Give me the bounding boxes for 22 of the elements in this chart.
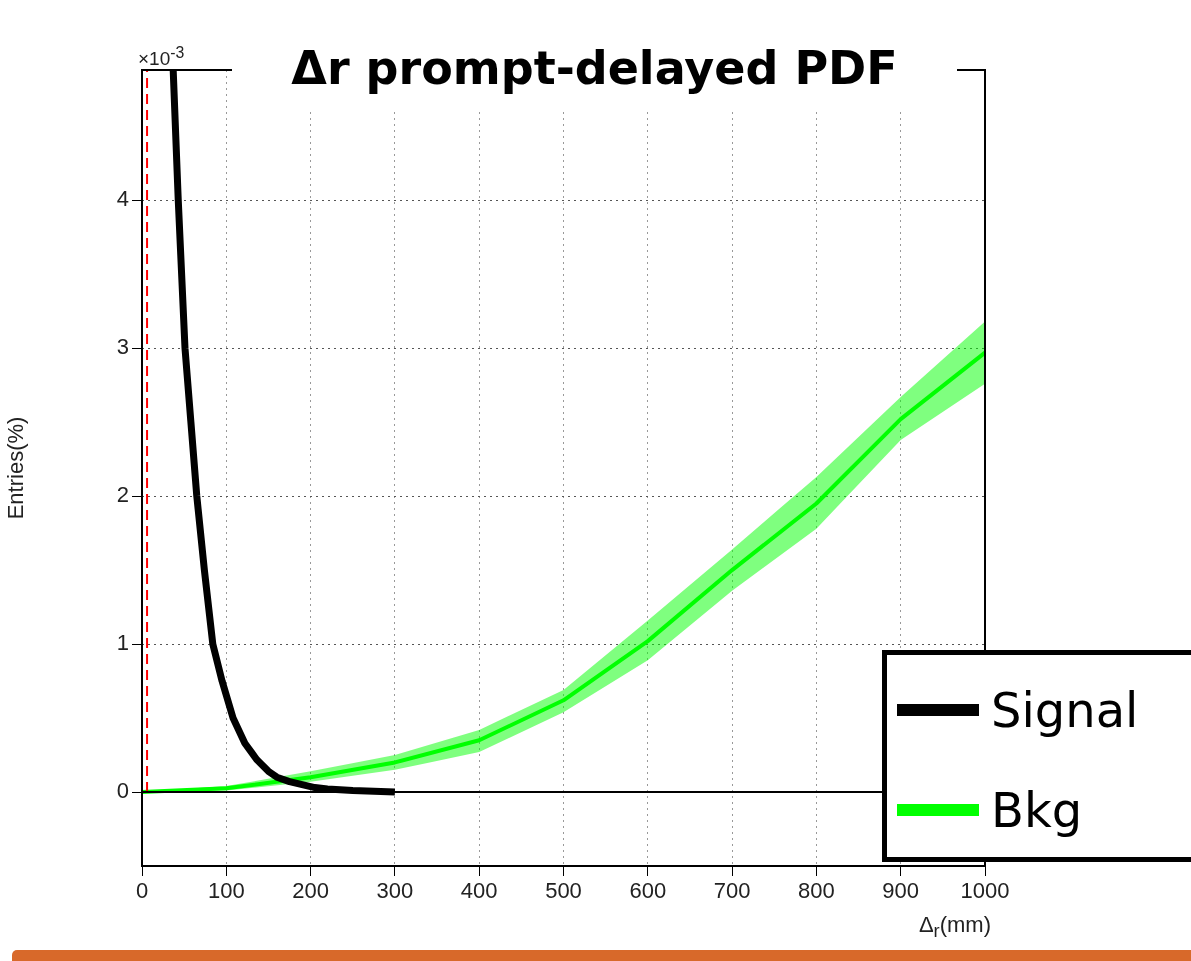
x-tick-label: 500 [545,878,582,904]
chart-title: Δr prompt-delayed PDF [232,28,957,108]
y-tick-label: 1 [116,630,129,656]
x-tick-label: 100 [207,878,245,904]
y-axis-title: Entries(%) [3,416,29,520]
y-tick-label: 4 [116,186,129,212]
x-tick-label: 0 [135,878,149,904]
x-tick-label: 700 [713,878,751,904]
x-tick-label: 200 [292,878,329,904]
x-axis-title: Δ$_{r}$(mm) [918,912,991,943]
text: ×10$^{-3}$ [138,44,185,71]
y-tick-label: 3 [116,334,129,360]
x-tick-label: 300 [376,878,414,904]
x-tick-label: 900 [882,878,920,904]
x-tick-label: 600 [629,878,667,904]
y-tick-label: 0 [116,778,129,804]
legend-label: Signal [991,682,1139,738]
legend-label: Bkg [991,782,1083,838]
x-tick-label: 400 [460,878,498,904]
x-tick-label: 1000 [960,878,1010,904]
y-tick-label: 2 [116,482,129,508]
x-tick-label: 800 [798,878,835,904]
